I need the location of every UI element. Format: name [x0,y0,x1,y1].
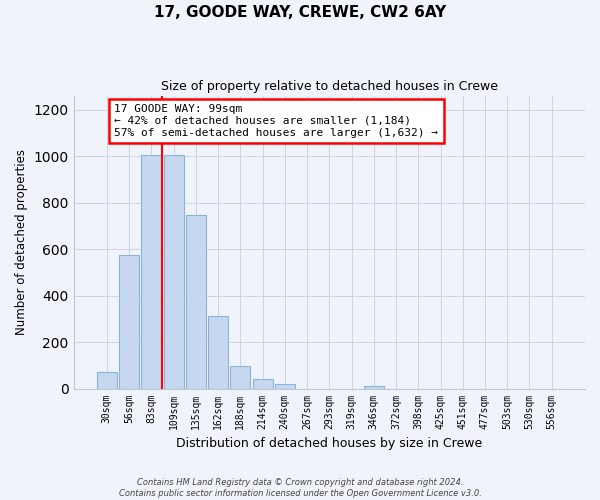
Bar [119,255,139,388]
Y-axis label: Number of detached properties: Number of detached properties [15,149,28,335]
Bar [253,380,272,388]
Bar [275,384,295,388]
X-axis label: Distribution of detached houses by size in Crewe: Distribution of detached houses by size … [176,437,482,450]
Text: 17 GOODE WAY: 99sqm
← 42% of detached houses are smaller (1,184)
57% of semi-det: 17 GOODE WAY: 99sqm ← 42% of detached ho… [115,104,439,138]
Bar [186,216,206,388]
Bar [364,386,384,388]
Text: 17, GOODE WAY, CREWE, CW2 6AY: 17, GOODE WAY, CREWE, CW2 6AY [154,5,446,20]
Bar [97,372,117,388]
Title: Size of property relative to detached houses in Crewe: Size of property relative to detached ho… [161,80,498,93]
Bar [208,316,228,388]
Text: Contains HM Land Registry data © Crown copyright and database right 2024.
Contai: Contains HM Land Registry data © Crown c… [119,478,481,498]
Bar [230,366,250,388]
Bar [164,155,184,388]
Bar [141,155,161,388]
